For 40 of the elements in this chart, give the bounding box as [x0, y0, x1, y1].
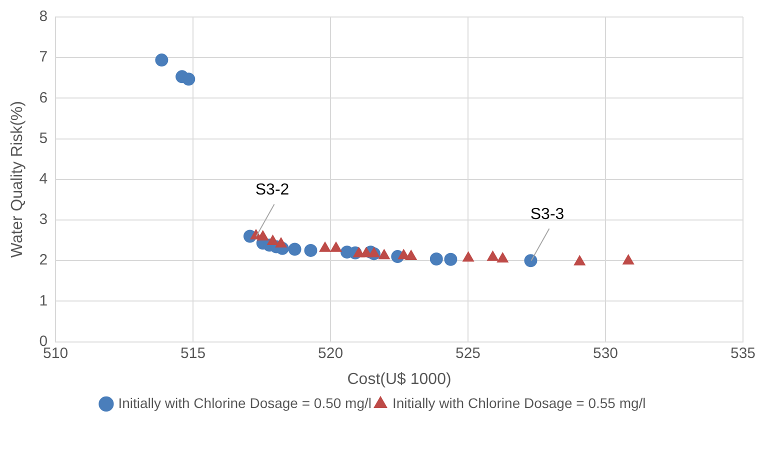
legend-label: Initially with Chlorine Dosage = 0.50 mg/l — [118, 394, 372, 411]
x-tick-label: 510 — [43, 344, 68, 362]
annotation: S3-3 — [530, 206, 564, 224]
point — [330, 242, 342, 252]
y-tick-label: 1 — [39, 292, 48, 310]
point — [496, 252, 508, 262]
y-tick-label: 6 — [39, 89, 48, 106]
point — [182, 72, 196, 86]
annotation: S3-2 — [255, 182, 290, 199]
point — [574, 255, 586, 266]
x-tick-label: 535 — [730, 344, 756, 362]
x-tick-label: 515 — [180, 344, 206, 362]
y-axis-title: Water Quality Risk(%) — [9, 101, 26, 258]
point — [319, 242, 331, 252]
x-tick-label: 530 — [592, 344, 618, 362]
point — [155, 54, 168, 67]
point — [378, 249, 390, 260]
point — [462, 252, 474, 262]
point — [444, 252, 458, 266]
point — [368, 247, 380, 258]
point — [257, 230, 269, 241]
point — [622, 254, 634, 265]
point — [487, 250, 498, 261]
y-tick-label: 4 — [39, 170, 48, 188]
point — [405, 250, 417, 260]
point — [430, 252, 443, 266]
x-tick-label: 525 — [456, 344, 481, 362]
y-tick-label: 8 — [39, 8, 48, 26]
y-tick-label: 7 — [39, 48, 48, 66]
point — [304, 244, 318, 257]
point — [288, 242, 302, 256]
y-tick-label: 2 — [39, 252, 48, 269]
x-tick-label: 520 — [318, 344, 344, 362]
point — [275, 237, 287, 248]
legend-label: Initially with Chlorine Dosage = 0.55 mg/l — [392, 394, 646, 411]
x-axis-title: Cost(U$ 1000) — [347, 370, 452, 388]
y-tick-label: 3 — [39, 211, 48, 228]
point — [267, 235, 278, 246]
y-tick-label: 5 — [39, 130, 48, 147]
point — [524, 254, 538, 268]
